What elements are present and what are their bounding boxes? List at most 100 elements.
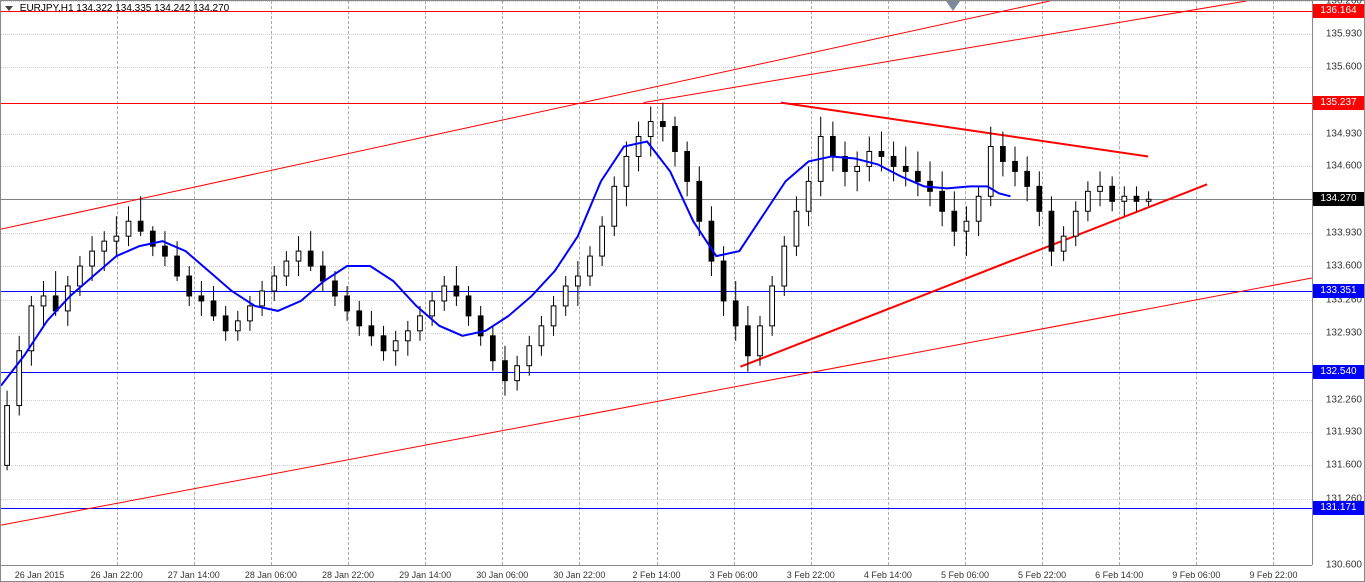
candle [284,261,289,276]
y-tick-label: 130.600 [1326,560,1362,571]
candle [466,296,471,316]
candle [648,122,653,137]
candle [1013,161,1018,171]
x-tick-label: 3 Feb 06:00 [710,570,758,580]
x-tick-label: 27 Jan 14:00 [168,570,220,580]
x-tick-label: 30 Jan 22:00 [553,570,605,580]
y-tick-label: 135.930 [1326,28,1362,39]
candle [369,326,374,336]
candle [588,256,593,276]
candle [551,306,556,326]
candle [709,221,714,261]
candle [175,256,180,276]
candle [393,341,398,351]
candle [248,306,253,321]
candle [211,301,216,316]
y-tick-label: 131.600 [1326,460,1362,471]
candle [563,286,568,306]
plot-area[interactable] [1,1,1312,565]
candle [114,236,119,241]
candle [333,281,338,296]
candle [600,226,605,256]
candle [612,186,617,226]
candle [138,221,143,231]
candle [5,406,10,466]
candle [1073,211,1078,236]
candle [1122,196,1127,201]
candle [308,251,313,266]
candle [78,266,83,286]
moving-average-line [1,142,1010,386]
trendline[interactable] [643,1,1246,103]
dropdown-icon[interactable] [5,6,13,11]
candle [624,156,629,186]
x-tick-label: 30 Jan 06:00 [476,570,528,580]
x-tick-label: 9 Feb 06:00 [1172,570,1220,580]
y-tick-label: 134.930 [1326,128,1362,139]
candle [782,246,787,286]
candle [1061,236,1066,251]
x-tick-label: 26 Jan 2015 [15,570,65,580]
candle [539,326,544,346]
chart-title-bar[interactable]: EURJPY,H1 134.322 134.335 134.242 134.27… [2,2,232,15]
candle [442,286,447,301]
candle [733,301,738,326]
candle [745,326,750,356]
candle [272,276,277,291]
candle [260,291,265,306]
x-tick-label: 9 Feb 22:00 [1249,570,1297,580]
candle [575,276,580,286]
x-tick-label: 5 Feb 22:00 [1018,570,1066,580]
price-level-box: 135.237 [1313,96,1364,110]
y-tick-label: 132.260 [1326,394,1362,405]
candle [527,346,532,366]
candle [636,137,641,157]
candle [976,196,981,221]
candle [1146,199,1151,201]
candle [235,321,240,331]
x-tick-label: 29 Jan 14:00 [399,570,451,580]
candle [831,137,836,157]
candle [721,261,726,301]
candle [1025,171,1030,186]
candle [770,286,775,326]
candle [515,366,520,381]
candle [405,331,410,341]
candle [903,166,908,171]
trendline[interactable] [781,103,1148,157]
y-tick-label: 135.600 [1326,61,1362,72]
x-tick-label: 5 Feb 06:00 [941,570,989,580]
candle [357,311,362,326]
candle [187,276,192,296]
candle [697,181,702,221]
trendline[interactable] [1,1,1050,229]
x-tick-label: 26 Jan 22:00 [91,570,143,580]
price-level-box: 133.351 [1313,284,1364,298]
candle [855,166,860,171]
candle [879,151,884,156]
price-level-box: 136.164 [1313,4,1364,18]
candle [1134,196,1139,201]
candle [503,361,508,381]
y-tick-label: 131.930 [1326,427,1362,438]
candle [381,336,386,351]
x-axis: 26 Jan 201526 Jan 22:0027 Jan 14:0028 Ja… [1,565,1312,581]
candle [199,296,204,301]
x-tick-label: 6 Feb 14:00 [1095,570,1143,580]
candle [163,246,168,256]
candle [1049,211,1054,251]
candle [940,191,945,211]
candle [490,336,495,361]
candle [90,251,95,266]
x-tick-label: 3 Feb 22:00 [787,570,835,580]
candle [454,286,459,296]
trendline[interactable] [1,278,1312,525]
candle [1086,191,1091,211]
candle [102,241,107,251]
candle [126,221,131,236]
candle [660,122,665,127]
x-tick-label: 4 Feb 14:00 [864,570,912,580]
candle [794,211,799,246]
x-tick-label: 2 Feb 14:00 [632,570,680,580]
ohlc-label: 134.322 134.335 134.242 134.270 [76,3,229,14]
